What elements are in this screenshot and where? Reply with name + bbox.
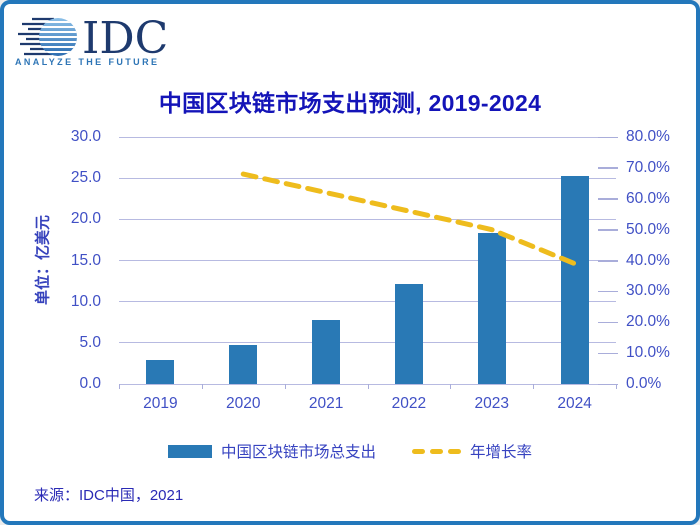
left-axis-tick-label: 25.0 [70, 169, 101, 187]
left-axis-tick-label: 15.0 [70, 251, 101, 269]
left-axis-tick-label: 30.0 [70, 128, 101, 145]
right-axis-tickmark [598, 136, 618, 138]
right-axis-tickmark [598, 198, 618, 200]
left-axis-tick-label: 0.0 [79, 375, 101, 392]
right-axis-tick-label: 50.0% [626, 220, 670, 238]
bar-legend-swatch [167, 444, 212, 458]
x-axis-tickmark [119, 384, 120, 389]
chart-title: 中国区块链市场支出预测, 2019-2024 [158, 90, 542, 116]
dashed-line-legend-swatch [412, 448, 461, 454]
chart-legend: 中国区块链市场总支出 年增长率 [4, 440, 696, 462]
bar-2023 [477, 233, 506, 384]
right-axis-tickmark [598, 260, 618, 262]
x-axis-year-label: 2021 [308, 395, 344, 412]
gridline [119, 301, 616, 303]
right-axis-tickmark [598, 321, 618, 324]
x-axis-tickmark [201, 384, 203, 389]
left-axis-tick-label: 10.0 [70, 292, 101, 310]
bar-2020 [229, 345, 258, 384]
right-axis-tick-label: 40.0% [626, 251, 670, 269]
x-axis-year-label: 2022 [391, 395, 427, 412]
bar-2024 [560, 175, 589, 384]
idc-logo-text: IDC [82, 13, 168, 60]
x-axis-tickmark [450, 384, 452, 389]
idc-logo-tagline: ANALYZE THE FUTURE [15, 57, 160, 67]
left-axis-tick-label: 5.0 [79, 333, 101, 351]
x-axis-year-label: 2020 [226, 395, 261, 412]
gridline [119, 260, 616, 261]
gridline [119, 177, 616, 179]
idc-logo: IDC [14, 12, 174, 65]
source-note: 来源：IDC中国，2021 [34, 487, 184, 504]
right-axis-tick-label: 10.0% [626, 344, 670, 362]
gridline [119, 136, 616, 138]
right-axis-tickmark [598, 229, 618, 231]
right-axis-tick-label: 20.0% [626, 313, 670, 331]
right-axis-tickmark [598, 383, 618, 385]
line-legend-label: 年增长率 [470, 444, 533, 461]
x-axis-year-label: 2019 [143, 395, 178, 412]
x-axis-tickmark [367, 384, 369, 389]
right-axis-tickmark [598, 167, 618, 169]
x-axis-year-label: 2024 [557, 395, 592, 412]
right-axis-tickmark [598, 352, 618, 355]
bar-legend-label: 中国区块链市场总支出 [220, 444, 376, 461]
gridline [119, 342, 616, 344]
right-axis-tick-label: 30.0% [626, 282, 670, 300]
right-axis-tickmark [598, 290, 618, 293]
bar-2022 [394, 283, 423, 384]
bar-2021 [312, 319, 341, 384]
gridline [119, 218, 616, 220]
x-axis-year-label: 2023 [474, 395, 509, 412]
right-axis-tick-label: 0.0% [626, 375, 662, 392]
x-axis-tickmark [284, 384, 286, 389]
left-axis-tick-label: 20.0 [70, 210, 101, 228]
x-axis-tickmark [616, 384, 617, 389]
right-axis-tick-label: 60.0% [626, 189, 670, 207]
idc-globe-icon: IDC [18, 13, 168, 64]
x-axis-tickmark [533, 384, 535, 389]
bar-2019 [146, 360, 175, 384]
right-axis-tick-label: 70.0% [626, 158, 670, 176]
right-axis-tick-label: 80.0% [626, 128, 670, 145]
